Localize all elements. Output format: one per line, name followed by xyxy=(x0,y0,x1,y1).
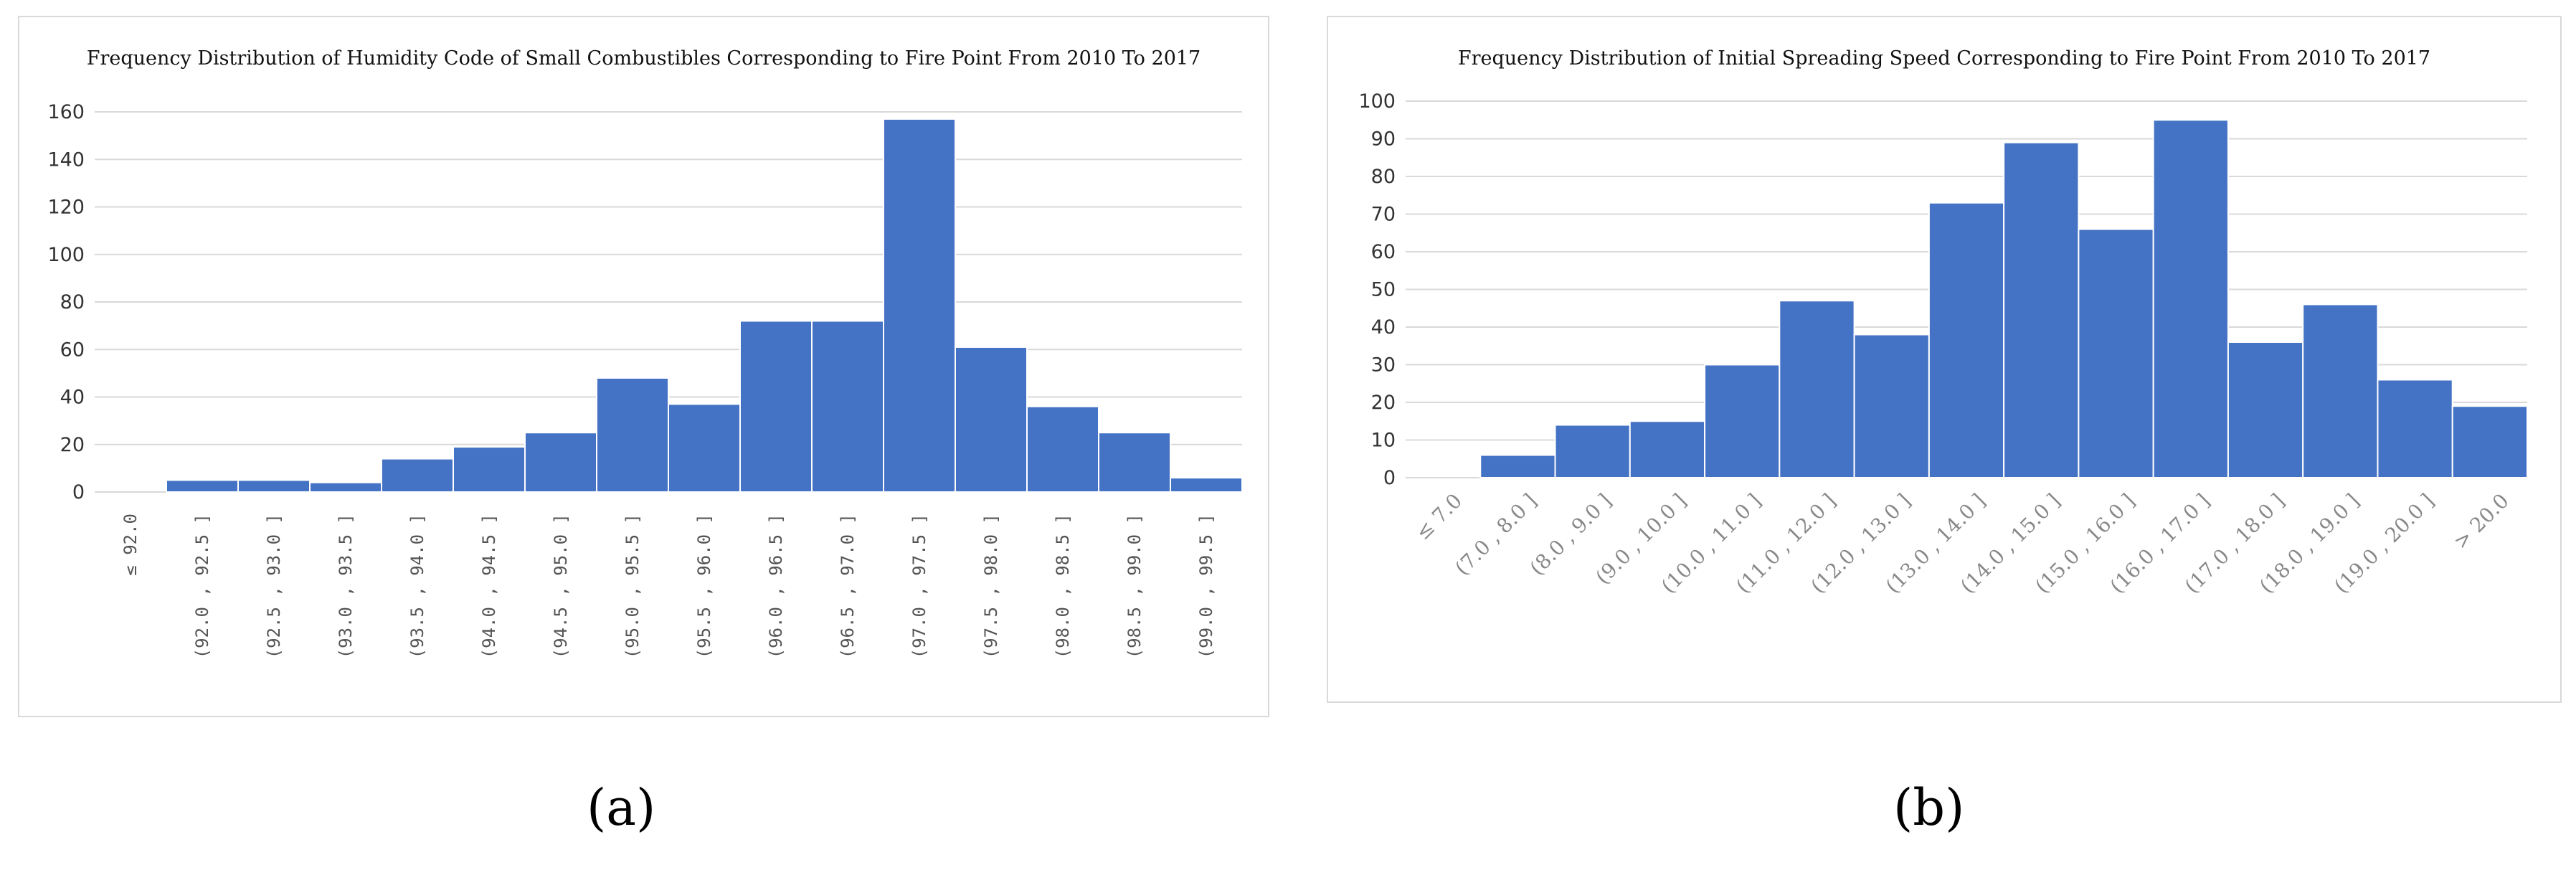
y-tick-label-b: 50 xyxy=(1371,279,1396,301)
bar-b xyxy=(2152,119,2229,478)
chart-title-b: Frequency Distribution of Initial Spread… xyxy=(1457,47,2431,70)
y-tick-label-b: 100 xyxy=(1358,90,1396,113)
bar-b xyxy=(1479,454,1556,478)
bar-b xyxy=(1853,334,1930,478)
bar-a xyxy=(1098,432,1171,493)
y-tick-label-a: 100 xyxy=(47,244,85,266)
x-tick-label-a: (98.5 , 99.0 ] xyxy=(1124,514,1145,658)
bar-b xyxy=(1554,424,1631,478)
bar-b xyxy=(2451,405,2528,478)
y-tick-label-a: 80 xyxy=(60,291,85,313)
x-tick-label-a: (97.0 , 97.5 ] xyxy=(909,514,929,658)
y-tick-label-b: 60 xyxy=(1371,241,1396,263)
x-tick-label-a: (92.0 , 92.5 ] xyxy=(192,514,212,658)
y-tick-label-a: 160 xyxy=(47,101,85,123)
x-tick-label-a: (94.5 , 95.0 ] xyxy=(551,514,571,658)
y-tick-label-b: 10 xyxy=(1371,430,1396,452)
bar-a xyxy=(237,479,311,493)
y-tick-label-b: 80 xyxy=(1371,166,1396,188)
bar-a xyxy=(453,446,526,493)
x-tick-label-a: (95.5 , 96.0 ] xyxy=(694,514,714,658)
bar-b xyxy=(2302,303,2379,478)
y-tick-label-a: 60 xyxy=(60,339,85,361)
bar-a xyxy=(955,346,1028,493)
bar-b xyxy=(2078,228,2154,478)
x-tick-label-a: (98.0 , 98.5 ] xyxy=(1053,514,1073,658)
y-tick-label-a: 0 xyxy=(72,481,85,503)
caption-b: (b) xyxy=(1893,778,1965,837)
y-tick-label-a: 140 xyxy=(47,148,85,171)
bar-b xyxy=(1779,300,1855,478)
bar-a xyxy=(883,118,956,493)
bar-b xyxy=(2003,141,2080,478)
bar-b xyxy=(1928,202,2005,478)
bar-a xyxy=(309,481,382,493)
chart-panel-a: Frequency Distribution of Humidity Code … xyxy=(18,16,1269,717)
y-tick-label-a: 20 xyxy=(60,434,85,456)
x-tick-label-b: ≤ 7.0 xyxy=(1411,489,1467,545)
caption-a: (a) xyxy=(587,778,656,837)
bar-a xyxy=(381,458,454,493)
y-tick-label-b: 20 xyxy=(1371,392,1396,414)
x-tick-label-a: (96.0 , 96.5 ] xyxy=(766,514,786,658)
histogram-a: 0 20 40 60 80 100 120 140 160 ≤ 92.0 (92.0 , 92.5 … xyxy=(47,101,1243,658)
x-tick-label-a: (92.5 , 93.0 ] xyxy=(264,514,284,658)
bar-b xyxy=(2377,379,2453,478)
y-tick-label-b: 90 xyxy=(1371,128,1396,151)
y-tick-label-a: 120 xyxy=(47,197,85,219)
chart-panel-b: Frequency Distribution of Initial Spread… xyxy=(1327,16,2562,703)
x-tick-label-a: (95.0 , 95.5 ] xyxy=(622,514,643,658)
x-tick-label-a: (99.0 , 99.5 ] xyxy=(1196,514,1216,658)
x-tick-label-a: (97.5 , 98.0 ] xyxy=(981,514,1001,658)
bar-a xyxy=(1170,477,1243,493)
x-tick-label-a: (94.0 , 94.5 ] xyxy=(479,514,499,658)
x-tick-label-a: (96.5 , 97.0 ] xyxy=(838,514,858,658)
chart-title-a: Frequency Distribution of Humidity Code … xyxy=(86,47,1201,70)
bar-a xyxy=(1026,405,1099,493)
bar-a xyxy=(668,403,741,493)
bar-b xyxy=(1629,420,1706,478)
bar-a xyxy=(524,432,597,493)
bar-a xyxy=(739,320,813,493)
bar-a xyxy=(596,377,669,493)
x-tick-label-a: (93.5 , 94.0 ] xyxy=(407,514,427,658)
y-tick-label-a: 40 xyxy=(60,387,85,409)
bar-b xyxy=(2227,341,2304,478)
y-tick-label-b: 40 xyxy=(1371,316,1396,339)
x-tick-label-a: (93.0 , 93.5 ] xyxy=(336,514,356,658)
x-tick-label-a: ≤ 92.0 xyxy=(120,514,141,576)
x-tick-label-b: > 20.0 xyxy=(2449,489,2514,554)
bar-b xyxy=(1704,364,1781,478)
bar-a xyxy=(811,320,884,493)
y-tick-label-b: 70 xyxy=(1371,204,1396,226)
bar-a xyxy=(166,479,239,493)
y-tick-label-b: 0 xyxy=(1383,467,1396,489)
y-tick-label-b: 30 xyxy=(1371,354,1396,377)
